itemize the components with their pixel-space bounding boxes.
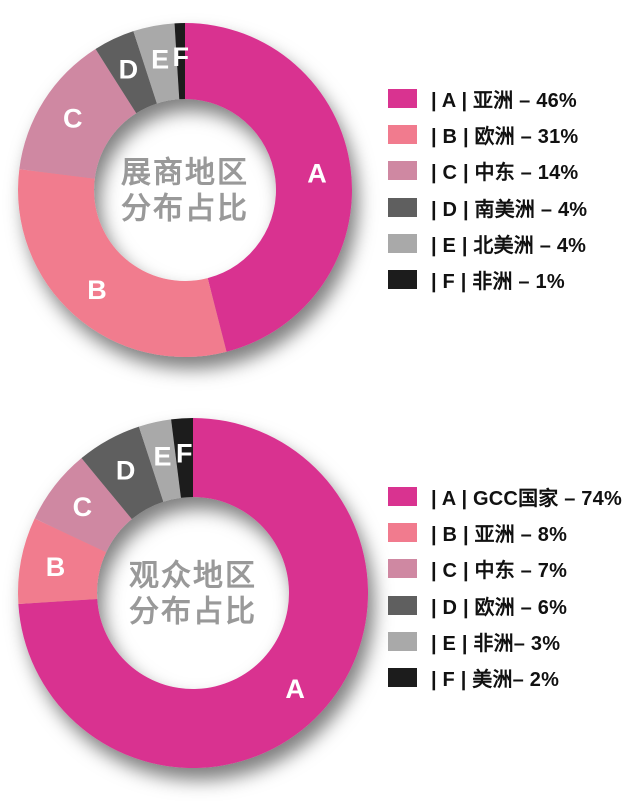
legend-label: | D | 南美洲 – 4% (431, 198, 588, 221)
slice-label-C: C (63, 104, 83, 134)
donut-slice-D (95, 31, 157, 114)
legend-row-A: | A | GCC国家 – 74% (388, 478, 622, 514)
legend-row-D: | D | 南美洲 – 4% (388, 189, 587, 225)
legend-row-E: | E | 北美洲 – 4% (388, 225, 587, 261)
legend-label: | D | 欧洲 – 6% (431, 596, 568, 619)
donut-slice-B (18, 169, 227, 357)
slice-label-B: B (87, 275, 107, 305)
legend-label: | F | 非洲 – 1% (431, 271, 565, 294)
donut-slice-C (19, 49, 137, 179)
slice-label-B: B (46, 552, 66, 582)
legend-label: | C | 中东 – 14% (431, 162, 579, 185)
legend-color-swatch (388, 124, 417, 144)
donut-slices (18, 23, 352, 357)
legend-label: | A | 亚洲 – 46% (431, 89, 577, 112)
slice-label-C: C (73, 492, 93, 522)
slice-label-F: F (173, 42, 190, 72)
legend-color-swatch (388, 595, 417, 615)
donut-center-title-line-2: 分布占比 (129, 596, 257, 629)
legend-label: | E | 非洲– 3% (431, 632, 561, 655)
donut-slice-B (18, 518, 107, 604)
donut-slice-F (174, 23, 185, 100)
legend-row-E: | E | 非洲– 3% (388, 623, 622, 659)
donut-slice-C (34, 458, 132, 553)
visitor-donut-chart: A B C D E F 观众地区 分布占比 (0, 405, 400, 801)
legend-color-swatch (388, 668, 417, 688)
donut-slice-D (81, 426, 164, 520)
legend-color-swatch (388, 197, 417, 217)
exhibitor-donut-chart: A B C D E F 展商地区 分布占比 (0, 0, 385, 400)
donut-center-title-line-2: 分布占比 (121, 193, 249, 226)
legend-row-C: | C | 中东 – 14% (388, 153, 587, 189)
legend-color-swatch (388, 631, 417, 651)
legend-color-swatch (388, 486, 417, 506)
legend-label: | B | 亚洲 – 8% (431, 523, 568, 546)
legend-label: | C | 中东 – 7% (431, 560, 568, 583)
legend-label: | F | 美洲– 2% (431, 669, 560, 692)
legend-color-swatch (388, 161, 417, 181)
donut-slice-A (18, 418, 369, 768)
slice-label-E: E (151, 44, 169, 74)
legend-row-B: | B | 欧洲 – 31% (388, 116, 587, 152)
donut-slices (18, 418, 369, 768)
slice-label-E: E (153, 441, 171, 471)
legend-row-F: | F | 非洲 – 1% (388, 261, 587, 297)
legend-color-swatch (388, 270, 417, 290)
legend-color-swatch (388, 233, 417, 253)
legend-color-swatch (388, 522, 417, 542)
legend-label: | E | 北美洲 – 4% (431, 234, 587, 257)
donut-slice-F (171, 418, 193, 498)
donut-center-title-line-1: 展商地区 (121, 157, 249, 190)
legend-row-A: | A | 亚洲 – 46% (388, 80, 587, 116)
legend-label: | B | 欧洲 – 31% (431, 125, 579, 148)
donut-center-title-line-1: 观众地区 (129, 560, 257, 593)
slice-label-F: F (176, 438, 193, 468)
slice-label-D: D (116, 455, 136, 485)
exhibitor-legend: | A | 亚洲 – 46% | B | 欧洲 – 31% | C | 中东 – 1… (388, 80, 587, 298)
legend-row-B: | B | 亚洲 – 8% (388, 514, 622, 550)
donut-slice-A (185, 23, 352, 352)
legend-row-D: | D | 欧洲 – 6% (388, 587, 622, 623)
donut-slice-E (138, 419, 181, 502)
legend-row-F: | F | 美洲– 2% (388, 659, 622, 695)
slice-label-D: D (119, 55, 139, 85)
slice-label-A: A (285, 674, 305, 704)
legend-row-C: | C | 中东 – 7% (388, 551, 622, 587)
slice-label-A: A (307, 158, 327, 188)
legend-label: | A | GCC国家 – 74% (431, 487, 622, 510)
legend-color-swatch (388, 559, 417, 579)
donut-slice-E (133, 23, 180, 104)
visitor-legend: | A | GCC国家 – 74% | B | 亚洲 – 8% | C | 中东 –… (388, 478, 622, 696)
legend-color-swatch (388, 88, 417, 108)
